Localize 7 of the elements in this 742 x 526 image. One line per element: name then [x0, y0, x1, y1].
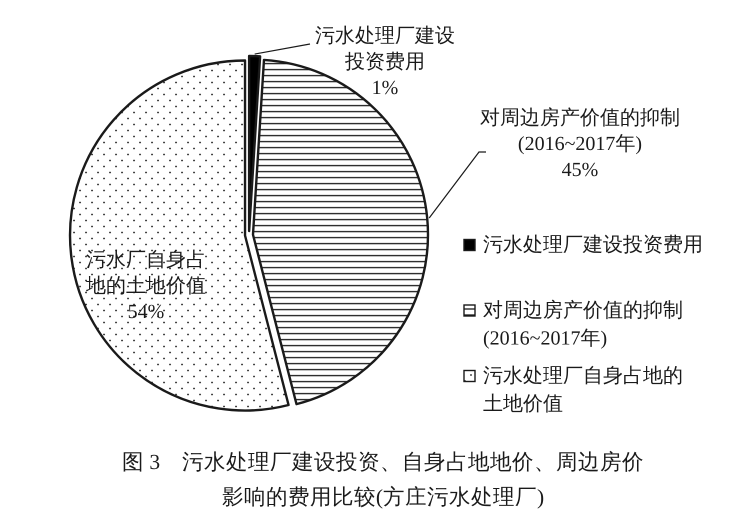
data-label: 污水处理厂建设投资费用1% [315, 25, 455, 99]
text: 图 3 污水处理厂建设投资、自身占地地价、周边房价影响的费用比较(方庄污水处理厂) [122, 450, 644, 509]
legend-label: 污水处理厂自身占地的土地价值 [483, 365, 683, 415]
legend-label: 污水处理厂建设投资费用 [483, 234, 703, 256]
data-label: 污水厂自身占地的土地价值54% [85, 249, 206, 323]
data-label: 对周边房产价值的抑制(2016~2017年)45% [480, 107, 680, 181]
legend-label: 对周边房产价值的抑制(2016~2017年) [483, 300, 683, 350]
